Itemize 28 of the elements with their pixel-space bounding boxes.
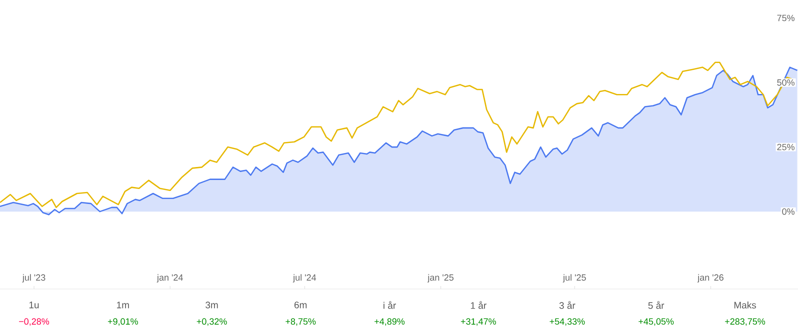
text: +4,89% (374, 318, 405, 326)
text: +45,05% (638, 318, 674, 326)
text: +0,32% (196, 318, 227, 326)
text: −0,28% (19, 318, 50, 326)
text: +9,01% (108, 318, 138, 326)
text: +8,75% (286, 318, 316, 326)
x-tick-label: jul '24 (292, 274, 316, 282)
text: 5 år (648, 301, 664, 309)
x-tick-label: jan '25 (427, 274, 454, 282)
x-tick-label: jul '25 (562, 274, 586, 282)
y-tick-label: 50% (777, 79, 794, 86)
y-tick-label: 25% (777, 144, 794, 150)
text: i år (384, 301, 396, 309)
x-tick-label: jan '26 (697, 274, 724, 282)
y-tick-label: 75% (777, 14, 794, 22)
text: 6m (294, 302, 307, 308)
text: +54,33% (550, 318, 585, 326)
text: +31,47% (460, 318, 496, 326)
text: 1u (29, 302, 39, 308)
y-tick-label: 0% (782, 208, 794, 215)
text: 3 år (559, 301, 576, 309)
text: 1 år (470, 301, 486, 309)
text: +283,75% (725, 318, 766, 326)
x-tick-label: jul '23 (22, 274, 46, 282)
text: 3m (206, 302, 218, 308)
text: Maks (734, 302, 756, 308)
x-tick-label: jan '24 (156, 274, 183, 282)
text: 1m (117, 302, 129, 308)
